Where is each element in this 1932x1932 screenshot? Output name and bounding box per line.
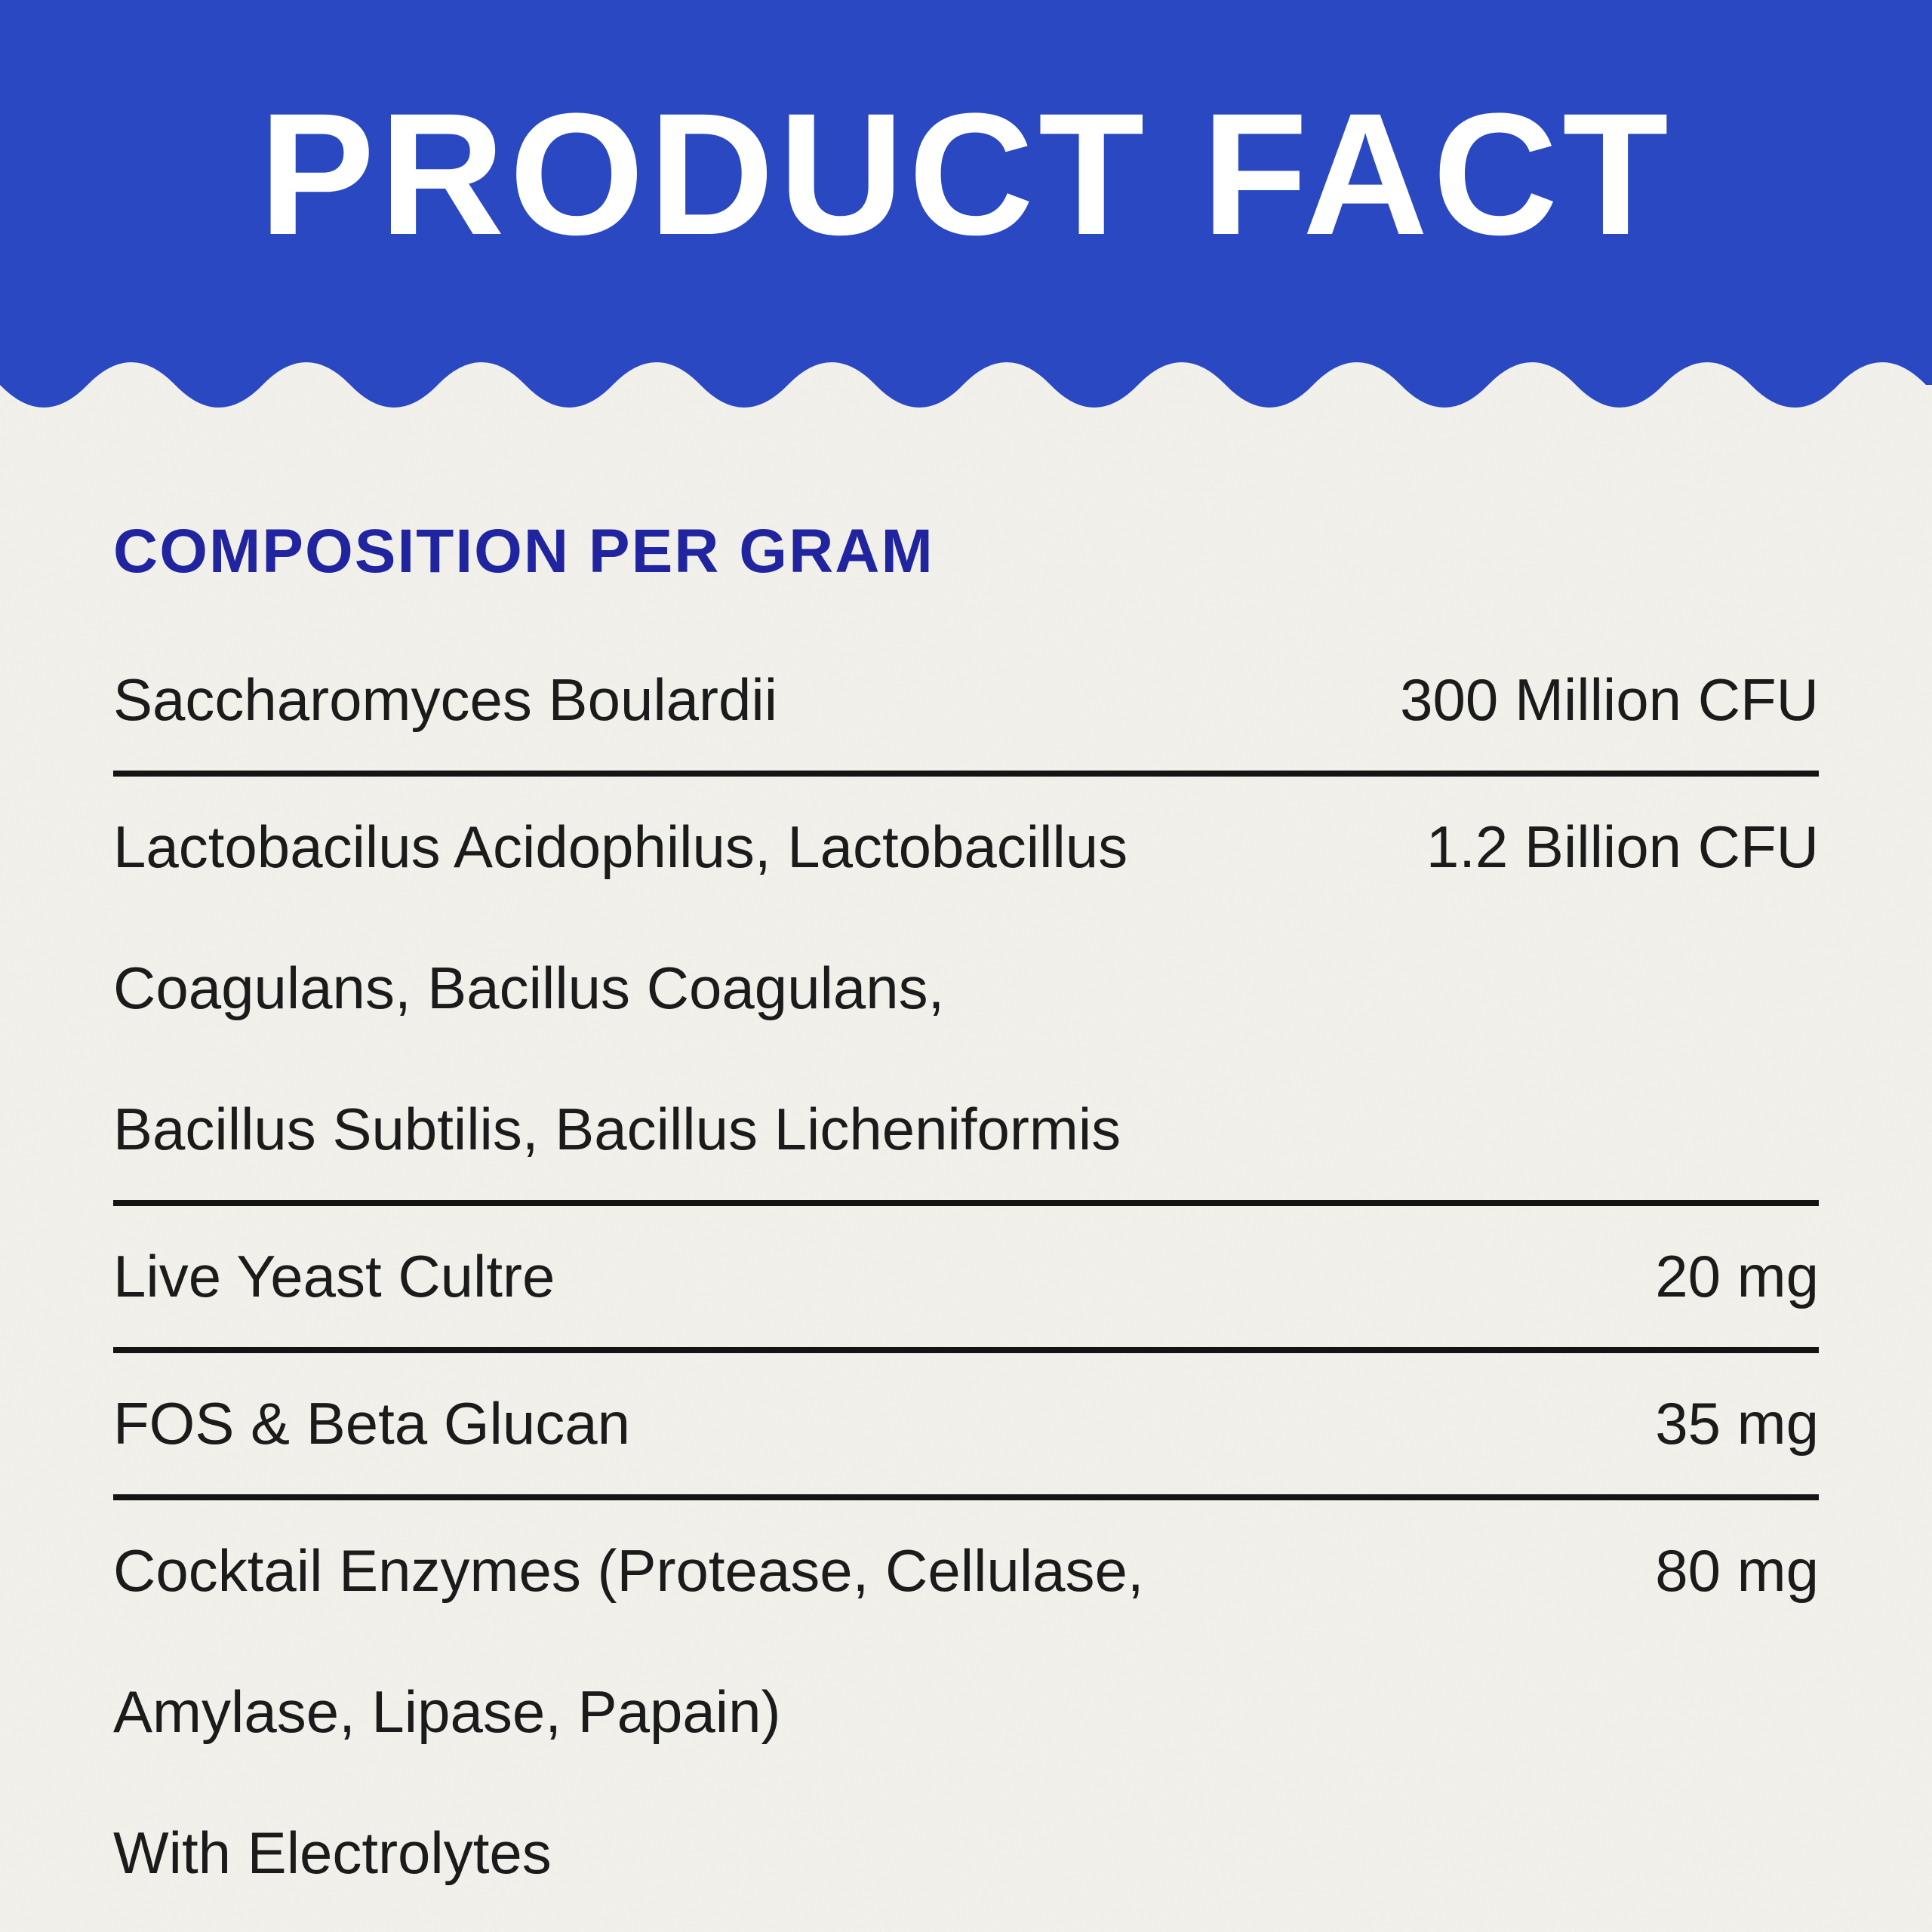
table-row: Live Yeast Cultre 20 mg	[113, 1206, 1819, 1353]
header-banner: PRODUCT FACT	[0, 0, 1932, 340]
facts-table: Saccharomyces Boulardii 300 Million CFU …	[113, 629, 1819, 1932]
wave-edge	[0, 340, 1932, 408]
ingredient-amount: 20 mg	[1655, 1243, 1819, 1309]
ingredient-amount: 1.2 Billion CFU	[1426, 814, 1819, 880]
ingredient-amount: 80 mg	[1655, 1537, 1819, 1604]
ingredient-name: Lactobacilus Acidophilus, Lactobacillus …	[113, 777, 1128, 1200]
ingredient-name-line: With Electrolytes	[113, 1820, 552, 1886]
ingredient-name: Saccharomyces Boulardii	[113, 629, 777, 771]
ingredient-name-line: Coagulans, Bacillus Coagulans,	[113, 955, 945, 1021]
ingredient-name-line: FOS & Beta Glucan	[113, 1390, 630, 1457]
table-row: Cocktail Enzymes (Protease, Cellulase, A…	[113, 1500, 1819, 1932]
ingredient-amount: 35 mg	[1655, 1390, 1819, 1457]
table-row: FOS & Beta Glucan 35 mg	[113, 1353, 1819, 1500]
content-area: COMPOSITION PER GRAM Saccharomyces Boula…	[113, 521, 1819, 1932]
table-row: Saccharomyces Boulardii 300 Million CFU	[113, 629, 1819, 777]
ingredient-name-line: Bacillus Subtilis, Bacillus Licheniformi…	[113, 1096, 1121, 1162]
ingredient-name-line: Cocktail Enzymes (Protease, Cellulase,	[113, 1537, 1144, 1604]
ingredient-name-line: Amylase, Lipase, Papain)	[113, 1678, 781, 1745]
ingredient-amount: 300 Million CFU	[1400, 666, 1819, 733]
ingredient-name: Live Yeast Cultre	[113, 1206, 555, 1347]
ingredient-name-line: Live Yeast Cultre	[113, 1243, 555, 1309]
ingredient-name: Cocktail Enzymes (Protease, Cellulase, A…	[113, 1500, 1144, 1924]
ingredient-name-line: Lactobacilus Acidophilus, Lactobacillus	[113, 814, 1128, 880]
ingredient-name: FOS & Beta Glucan	[113, 1353, 630, 1494]
ingredient-name-line: Saccharomyces Boulardii	[113, 666, 778, 733]
page-title: PRODUCT FACT	[259, 77, 1673, 271]
table-row: Lactobacilus Acidophilus, Lactobacillus …	[113, 777, 1819, 1206]
composition-heading: COMPOSITION PER GRAM	[113, 517, 934, 586]
